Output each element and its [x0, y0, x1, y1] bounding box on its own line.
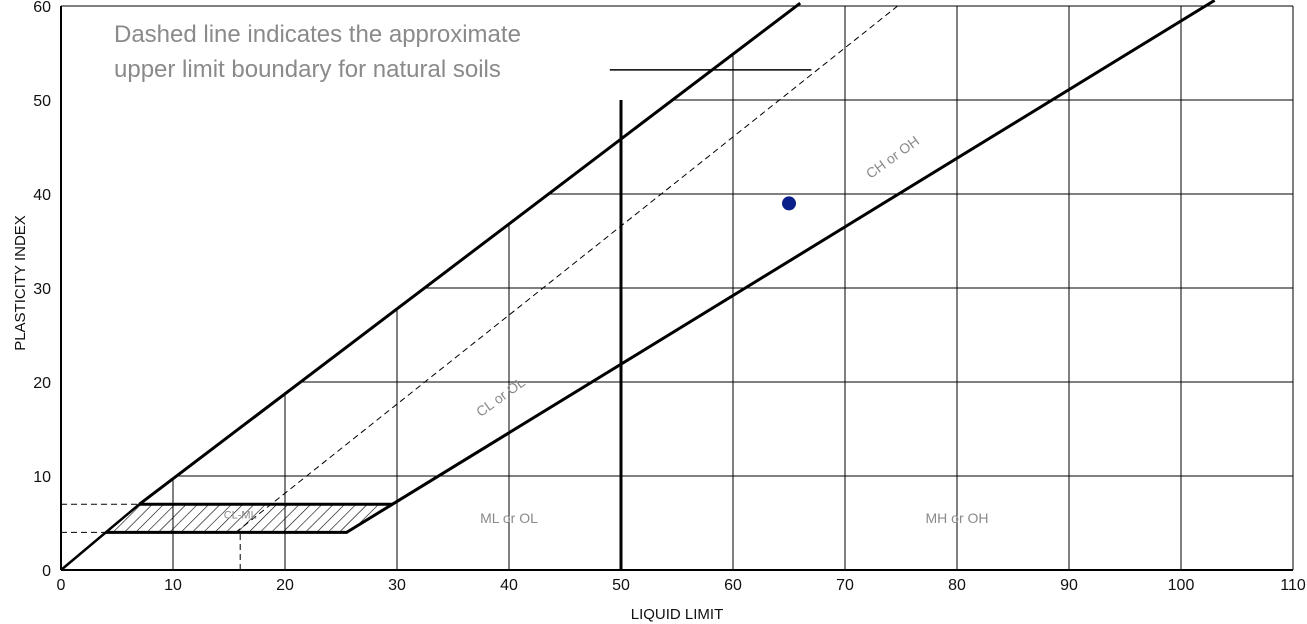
grid [172, 6, 1293, 570]
x-axis-title: LIQUID LIMIT [631, 606, 724, 623]
y-tick-label-60: 60 [33, 0, 51, 16]
zone-label-ch-or-oh: CH or OH [863, 133, 922, 182]
y-tick-label-0: 0 [42, 563, 51, 580]
zone-label-cl-or-ol: CL or OL [473, 374, 528, 420]
data-points [782, 196, 796, 211]
y-tick-label-10: 10 [33, 469, 51, 486]
zone-label-cl-ml: CL-ML [224, 509, 257, 521]
reference-lines [61, 5, 898, 570]
x-tick-label-80: 80 [948, 577, 966, 594]
u-line [138, 1, 802, 506]
y-tick-label-30: 30 [33, 281, 51, 298]
x-tick-label-10: 10 [164, 577, 182, 594]
x-tick-label-100: 100 [1168, 577, 1195, 594]
cl-ml-hatch [105, 504, 393, 533]
a-line [105, 0, 1216, 534]
origin-line [60, 503, 141, 571]
annotation-line-1: Dashed line indicates the approximate [114, 21, 521, 48]
annotation-line-2: upper limit boundary for natural soils [114, 56, 501, 83]
y-tick-label-20: 20 [33, 375, 51, 392]
y-axis-title: PLASTICITY INDEX [12, 215, 29, 351]
data-point-1 [782, 196, 796, 211]
x-tick-label-50: 50 [612, 577, 630, 594]
x-tick-label-90: 90 [1060, 577, 1078, 594]
x-tick-label-0: 0 [57, 577, 66, 594]
x-tick-label-70: 70 [836, 577, 854, 594]
y-tick-label-50: 50 [33, 93, 51, 110]
zone-label-mh-or-oh: MH or OH [926, 510, 989, 526]
dashed-boundary-line [235, 5, 898, 533]
zone-label-ml-or-ol: ML or OL [480, 510, 538, 526]
x-tick-label-60: 60 [724, 577, 742, 594]
x-tick-label-110: 110 [1280, 577, 1306, 594]
x-tick-label-30: 30 [388, 577, 406, 594]
x-tick-label-20: 20 [276, 577, 294, 594]
x-tick-label-40: 40 [500, 577, 518, 594]
classification-lines [60, 0, 1294, 571]
y-tick-label-40: 40 [33, 187, 51, 204]
